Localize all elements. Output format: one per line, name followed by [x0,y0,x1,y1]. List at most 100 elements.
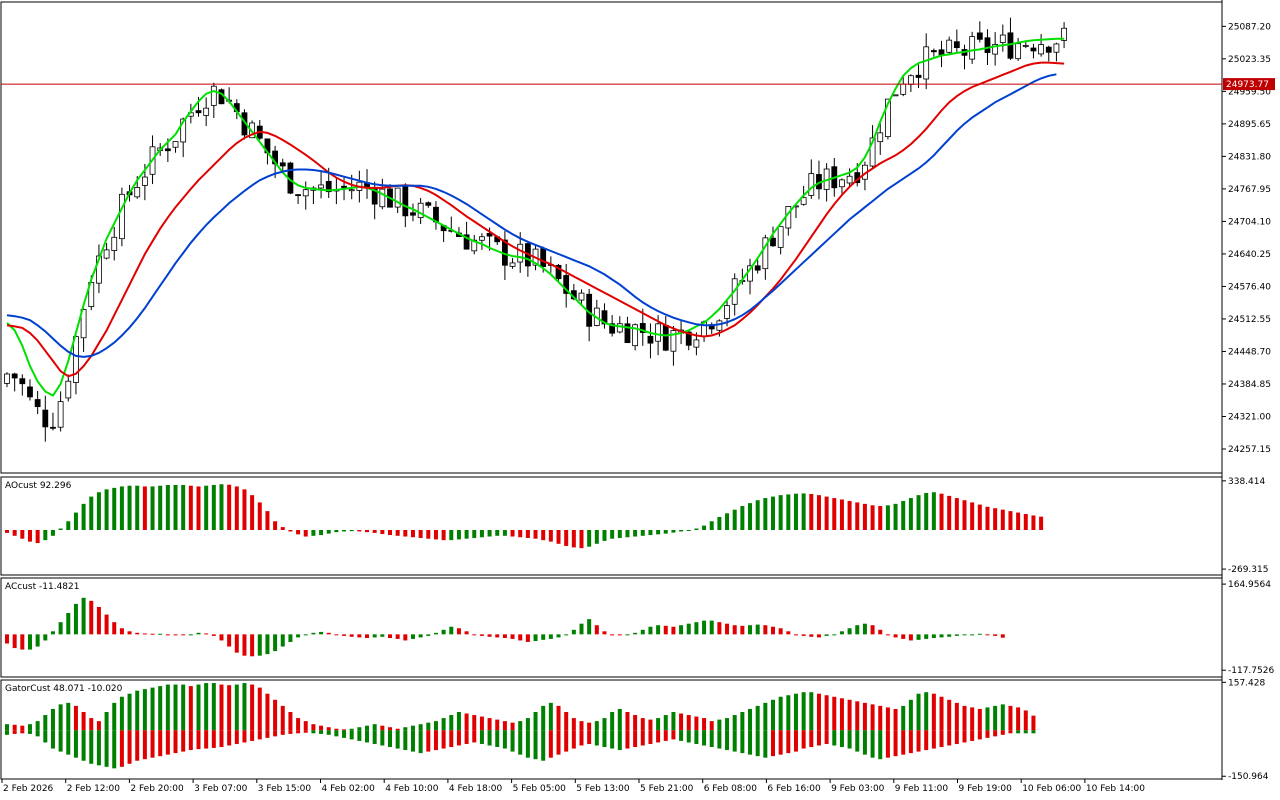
candle-up[interactable] [724,305,730,319]
candle-up[interactable] [4,373,10,384]
gator-lower-bar [96,730,101,766]
candle-down[interactable] [34,399,41,408]
price-panel[interactable]: 25087.20 25023.35 24959.50 24895.65 24831.80… [1,17,1275,455]
candle-down[interactable] [279,162,286,167]
candle-up[interactable] [203,107,210,116]
candle-down[interactable] [195,110,202,114]
candle-up[interactable] [73,336,79,383]
candle-up[interactable] [716,320,723,331]
candle-down[interactable] [563,275,570,294]
candle-up[interactable] [348,189,355,192]
candle-up[interactable] [632,324,639,347]
candle-up[interactable] [892,94,899,97]
candle-down[interactable] [325,180,332,193]
candle-up[interactable] [394,187,401,208]
candle-down[interactable] [341,185,347,188]
gator-upper-bar [495,719,500,731]
candle-up[interactable] [808,173,815,196]
candle-up[interactable] [65,380,72,399]
candle-down[interactable] [19,378,26,385]
candle-up[interactable] [923,46,930,80]
candle-up[interactable] [302,189,309,197]
ac-panel[interactable]: 164.9564 -117.7526 [5,580,1274,676]
candle-down[interactable] [770,237,776,247]
candle-up[interactable] [379,188,386,208]
candle-up[interactable] [992,44,999,55]
candle-up[interactable] [119,193,125,240]
candle-up[interactable] [969,36,976,60]
candle-up[interactable] [693,339,700,348]
gator-panel[interactable]: 157.428 -150.964 [5,678,1269,782]
candle-up[interactable] [999,34,1006,43]
candle-up[interactable] [907,75,914,85]
candle-up[interactable] [111,236,118,251]
candle-up[interactable] [1053,43,1060,53]
candle-up[interactable] [877,132,884,143]
candle-down[interactable] [930,50,937,53]
candle-down[interactable] [754,265,761,271]
candle-down[interactable] [953,41,960,49]
candle-up[interactable] [839,179,845,188]
candle-down[interactable] [662,324,669,351]
candle-down[interactable] [984,37,991,53]
candle-up[interactable] [946,39,953,53]
candle-down[interactable] [402,186,409,217]
candle-down[interactable] [425,202,432,206]
candle-down[interactable] [639,323,646,333]
candle-up[interactable] [57,401,64,428]
candle-down[interactable] [27,386,33,398]
histogram-bar [1023,514,1028,530]
candle-up[interactable] [509,262,516,267]
candle-up[interactable] [141,176,148,186]
candle-up[interactable] [318,184,324,189]
candle-up[interactable] [1022,45,1029,47]
candle-down[interactable] [555,264,562,280]
candle-up[interactable] [885,98,891,138]
candle-up[interactable] [762,237,769,270]
candle-down[interactable] [486,232,493,237]
candle-down[interactable] [50,426,56,429]
candle-up[interactable] [103,249,110,259]
candle-up[interactable] [578,292,585,301]
gator-lower-bar [878,730,883,760]
candle-up[interactable] [517,243,524,263]
candle-up[interactable] [479,236,485,241]
candle-up[interactable] [616,323,623,333]
candle-down[interactable] [601,310,608,325]
candle-down[interactable] [164,148,171,152]
candle-up[interactable] [777,226,784,248]
candle-down[interactable] [295,194,301,197]
candle-down[interactable] [463,234,470,250]
candle-up[interactable] [670,330,677,352]
candle-up[interactable] [180,118,187,143]
candle-down[interactable] [1045,46,1052,53]
candle-up[interactable] [96,255,102,284]
current-price-label: 24973.77 [1226,80,1269,90]
candle-down[interactable] [647,335,654,344]
candle-up[interactable] [846,175,853,184]
candle-down[interactable] [42,409,49,428]
ao-panel[interactable]: 338.414 -269.315 [5,477,1268,575]
candle-down[interactable] [540,248,547,267]
candle-up[interactable] [1015,43,1022,60]
candle-down[interactable] [609,323,616,334]
candle-down[interactable] [11,373,18,379]
candle-up[interactable] [417,202,424,219]
candle-down[interactable] [1030,47,1037,52]
candle-down[interactable] [410,212,416,216]
candle-up[interactable] [80,309,87,339]
candle-down[interactable] [976,32,983,40]
candle-up[interactable] [869,137,876,167]
candle-up[interactable] [900,83,907,95]
candle-down[interactable] [685,331,692,346]
candle-down[interactable] [915,74,922,78]
candle-down[interactable] [624,323,631,344]
candle-up[interactable] [1038,44,1044,55]
candle-up[interactable] [210,85,217,106]
candle-up[interactable] [800,197,807,205]
candle-up[interactable] [134,187,141,198]
candle-up[interactable] [1061,27,1067,41]
candle-up[interactable] [172,141,179,148]
candle-up[interactable] [655,323,661,342]
